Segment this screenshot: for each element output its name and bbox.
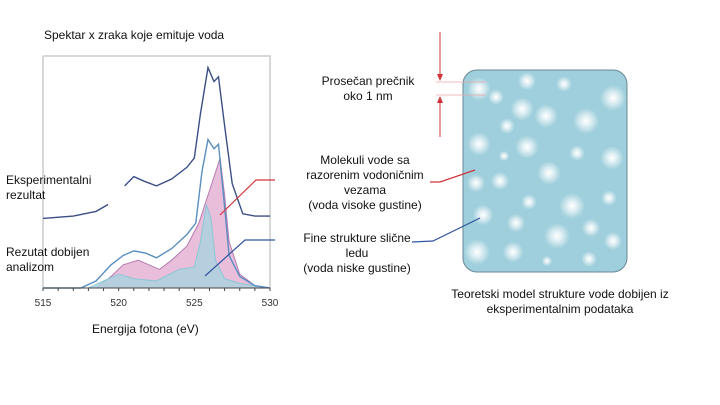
chart-title: Spektar x zraka koje emituje voda [44, 28, 225, 42]
label-line: Eksperimentalni [6, 173, 92, 187]
water-cluster-dot [544, 223, 570, 249]
pointer-low-density [204, 239, 275, 277]
line-experimental [124, 65, 270, 217]
water-cluster-dot [581, 218, 601, 238]
water-cluster-dot [498, 150, 510, 162]
water-cluster-dot [600, 85, 626, 111]
label-line: Teoretski model strukture vode dobijen i… [451, 287, 669, 301]
pointer-ice-like [411, 217, 481, 243]
pointer-high-density [219, 179, 275, 216]
water-cluster-dot [601, 190, 617, 206]
x-tick-label: 515 [35, 298, 52, 309]
label-line: (voda visoke gustine) [308, 198, 422, 212]
x-tick-label: 520 [110, 298, 127, 309]
water-cluster-dot [556, 76, 572, 92]
water-cluster-dot [490, 171, 510, 191]
water-cluster-dot [581, 251, 597, 267]
label-line: rezultat [6, 188, 46, 202]
label-analysis: Rezutat dobijen analizom [6, 245, 89, 275]
label-diameter: Prosečan prečnik oko 1 nm [318, 74, 418, 104]
water-cluster-dot [499, 118, 515, 134]
label-broken-bonds: Molekuli vode sa razorenim vodoničnim ve… [290, 153, 440, 213]
water-cluster-dot [521, 194, 537, 210]
water-cluster-dot [603, 231, 623, 251]
arrow-up-icon [437, 96, 443, 103]
water-cluster-dot [573, 108, 599, 134]
water-cluster-dot [517, 71, 537, 91]
arrow-down-icon [437, 74, 443, 81]
label-line: vezama [343, 183, 387, 197]
water-cluster-dot [502, 241, 524, 263]
label-line: Fine strukture slične [303, 231, 411, 245]
water-cluster-dot [506, 213, 526, 233]
line-experimental [42, 203, 109, 220]
plot-frame [43, 55, 271, 288]
water-cluster-dot [515, 135, 539, 159]
water-cluster-dot [510, 97, 534, 121]
water-cluster-dot [600, 146, 624, 170]
water-cluster-dot [467, 132, 491, 156]
water-cluster-dot [537, 161, 561, 185]
label-line: eksperimentalnim podataka [486, 302, 634, 316]
water-cluster-dot [472, 204, 494, 226]
water-cluster-dot [534, 104, 558, 128]
area-low-density [43, 204, 271, 289]
line-fit [43, 137, 271, 289]
x-tick-label: 530 [262, 298, 279, 309]
water-cluster-dot [466, 173, 486, 193]
label-line: razorenim vodoničnim [306, 168, 424, 182]
label-line: Prosečan prečnik [321, 74, 415, 88]
model-caption: Teoretski model strukture vode dobijen i… [440, 287, 680, 317]
xlabel: Energija fotona (eV) [92, 322, 199, 336]
water-cluster-dot [467, 77, 491, 101]
water-cluster-dot [464, 239, 490, 265]
water-cluster-dot [488, 89, 504, 105]
water-cluster-dot [569, 145, 585, 161]
label-line: (voda niske gustine) [303, 261, 411, 275]
x-tick-label: 525 [186, 298, 203, 309]
label-experimental: Eksperimentalni rezultat [6, 173, 91, 203]
label-line: analizom [6, 260, 55, 274]
label-ice-like: Fine strukture slične ledu (voda niske g… [282, 231, 432, 276]
label-line: Molekuli vode sa [320, 153, 410, 167]
water-cluster-dot [541, 255, 553, 267]
label-line: oko 1 nm [343, 89, 393, 103]
water-cluster-dot [559, 193, 585, 219]
pointer-broken-bonds [430, 169, 476, 183]
label-line: Rezutat dobijen [6, 245, 90, 259]
label-line: ledu [345, 246, 369, 260]
